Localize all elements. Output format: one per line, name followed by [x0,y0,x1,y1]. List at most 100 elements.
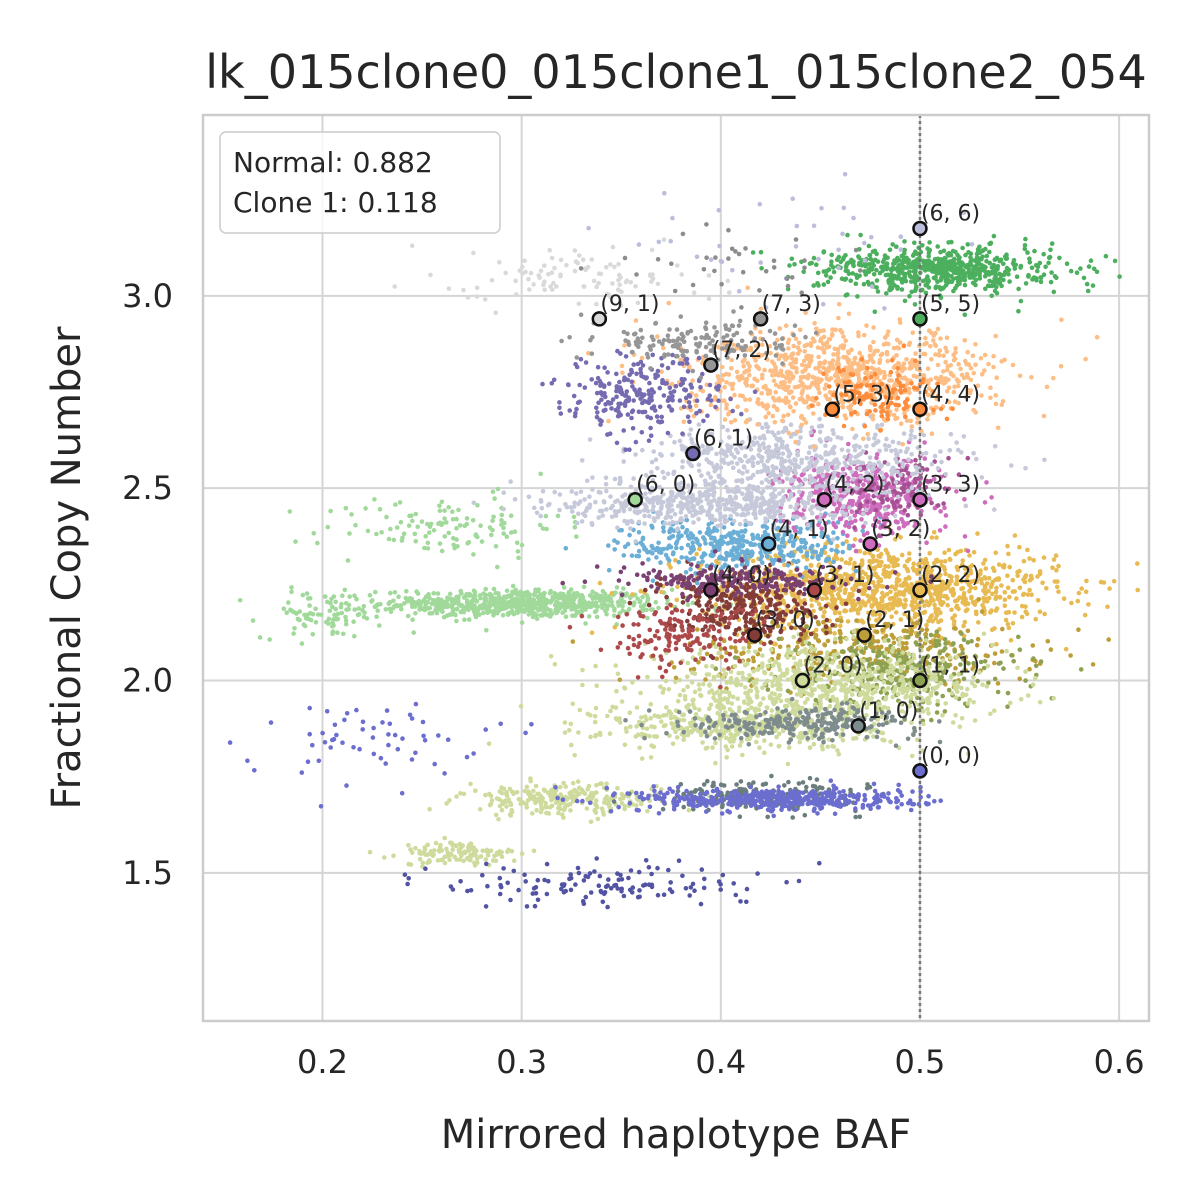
data-point [800,780,806,785]
data-point [391,537,397,543]
data-point [517,600,523,605]
data-point [934,577,940,582]
data-point [341,631,346,637]
data-point [673,679,678,685]
data-point [858,678,863,684]
data-point [751,721,756,726]
data-point [333,599,339,605]
data-point [424,852,430,857]
data-point [899,590,904,596]
data-point [760,782,766,787]
data-point [832,811,838,817]
data-point [908,807,914,813]
data-point [884,592,890,597]
data-point [374,531,379,537]
data-point [514,605,519,610]
data-point [907,551,912,556]
data-point [289,585,294,590]
data-point [823,689,829,695]
data-point [780,709,786,715]
data-point [777,743,782,749]
data-point [815,619,821,625]
data-point [850,606,855,612]
data-point [391,853,396,859]
data-point [652,713,657,718]
data-point [823,706,828,712]
data-point [601,601,607,607]
data-point [438,842,443,848]
data-point [770,663,776,668]
data-point [311,531,317,536]
data-point [809,597,814,603]
data-point [505,849,510,854]
data-point [628,724,633,730]
data-point [335,616,341,622]
data-point [674,597,680,603]
data-point [673,557,678,563]
data-point [388,526,393,532]
data-point [495,564,500,570]
data-point [850,692,855,697]
data-point [614,688,619,694]
data-point [1027,587,1032,593]
data-point [992,651,998,656]
data-point [870,553,876,559]
data-point [1078,667,1084,672]
data-point [851,598,856,604]
data-point [885,525,891,530]
data-point [685,684,690,690]
data-point [587,604,592,610]
data-point [784,608,789,613]
data-point [805,573,810,579]
data-point [895,532,900,538]
data-point [1075,598,1081,604]
data-point [444,520,449,525]
data-point [442,534,448,539]
data-point [531,848,537,854]
data-point [661,795,666,800]
data-point [382,855,387,860]
data-point [775,687,781,692]
data-point [353,522,358,528]
data-point [967,588,972,594]
data-point [558,784,563,790]
data-point [565,802,571,808]
data-point [652,788,657,794]
data-point [306,616,311,622]
data-point [887,596,893,601]
data-point [671,806,677,812]
data-point [446,530,452,536]
data-point [796,611,802,616]
data-point [496,817,501,822]
data-point [696,682,702,687]
data-point [734,720,739,726]
data-point [570,780,576,786]
data-point [864,786,870,791]
data-point [785,677,791,682]
data-point [653,599,659,605]
data-point [880,603,886,609]
data-point [894,796,899,801]
data-point [697,546,702,552]
data-point [940,712,945,718]
data-point [634,807,640,813]
data-point [514,789,520,795]
data-point [1030,682,1036,687]
data-point [877,612,883,618]
data-point [750,558,756,564]
data-point [710,783,715,789]
data-point [1082,612,1088,618]
data-point [574,534,579,539]
data-point [727,693,733,698]
data-point [554,604,560,610]
data-point [873,677,878,682]
data-point [782,717,788,723]
data-point [501,525,506,531]
data-point [681,717,687,723]
data-point [638,801,644,807]
data-point [756,707,762,713]
data-point [569,742,574,748]
data-point [592,719,598,725]
data-point [373,589,378,595]
